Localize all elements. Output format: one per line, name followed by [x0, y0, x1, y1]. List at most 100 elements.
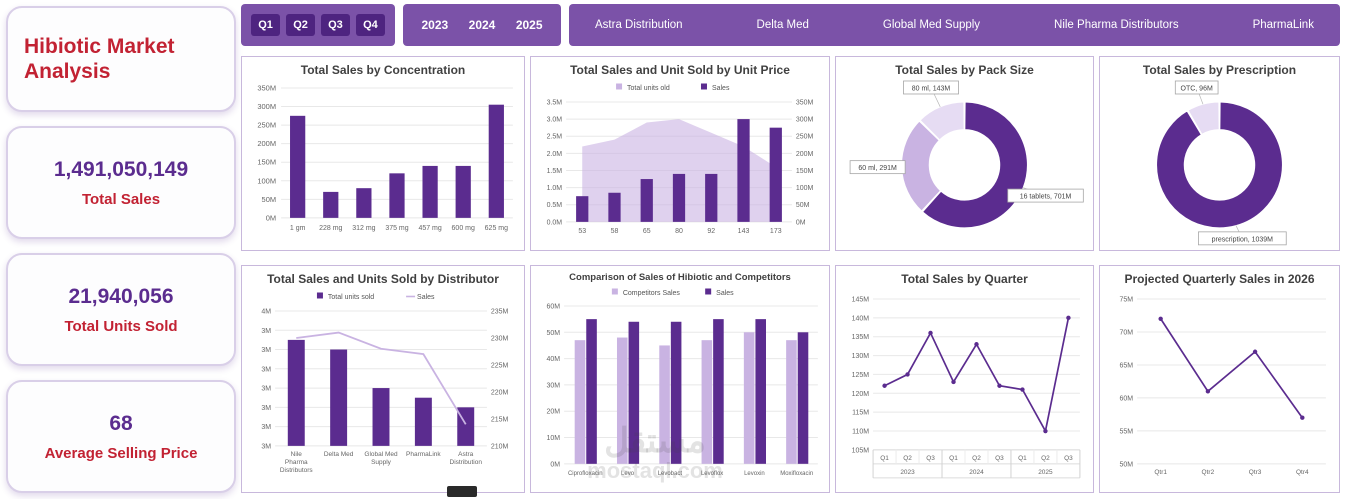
charts-grid: Total Sales by Concentration 0M 50M 100M 15… — [241, 56, 1340, 493]
svg-text:0M: 0M — [550, 462, 560, 469]
distributor-filter-delta-med[interactable]: Delta Med — [751, 18, 815, 32]
quarter-slicer: Q1 Q2 Q3 Q4 — [241, 4, 395, 46]
sales-and-units-by-unit-price-chart[interactable]: Total units old Sales 0.0M 0.5M 1.0M 1.5M 2.0M… — [534, 78, 826, 248]
svg-text:Delta Med: Delta Med — [324, 451, 354, 458]
svg-text:200M: 200M — [796, 151, 814, 158]
svg-text:2025: 2025 — [1038, 469, 1053, 476]
svg-text:Distributors: Distributors — [280, 467, 314, 474]
distributor-filter-astra-distribution[interactable]: Astra Distribution — [589, 18, 689, 32]
svg-text:prescription, 1039M: prescription, 1039M — [1212, 237, 1274, 244]
svg-text:600 mg: 600 mg — [452, 225, 475, 232]
total-units-label: Total Units Sold — [64, 317, 178, 335]
chart-body: Total units sold Sales 4M 3M 3M 3M 3M 3M 3M 3M 210… — [245, 287, 521, 490]
chart-title-sales-by-pack-size: Total Sales by Pack Size — [895, 63, 1034, 77]
svg-text:40M: 40M — [547, 356, 561, 363]
panel-sales-and-units-by-distributor: Total Sales and Units Sold by Distributo… — [241, 265, 525, 493]
svg-text:16 tablets, 701M: 16 tablets, 701M — [1020, 194, 1072, 201]
svg-text:Total units sold: Total units sold — [328, 294, 374, 301]
year-filter-2024[interactable]: 2024 — [463, 17, 502, 33]
svg-text:120M: 120M — [852, 391, 870, 398]
svg-text:53: 53 — [578, 228, 586, 235]
svg-text:1.5M: 1.5M — [547, 168, 563, 175]
svg-text:2.0M: 2.0M — [547, 151, 563, 158]
svg-text:0.5M: 0.5M — [547, 202, 563, 209]
chart-title-projected-quarterly-sales-2026: Projected Quarterly Sales in 2026 — [1124, 272, 1315, 286]
svg-text:20M: 20M — [547, 409, 561, 416]
sales-by-quarter-chart[interactable]: 105M 110M 115M 120M 125M 130M 135M 140M 145M Q1 Q2… — [839, 287, 1090, 490]
svg-text:Astra: Astra — [458, 451, 474, 458]
svg-text:225M: 225M — [491, 363, 509, 370]
svg-text:Sales: Sales — [712, 85, 730, 92]
svg-text:50M: 50M — [1119, 462, 1133, 469]
distributor-filter-global-med-supply[interactable]: Global Med Supply — [877, 18, 986, 32]
panel-projected-quarterly-sales-2026: Projected Quarterly Sales in 2026 50M 55M… — [1099, 265, 1340, 493]
chart-title-hibiotic-vs-competitors: Comparison of Sales of Hibiotic and Comp… — [569, 272, 791, 283]
svg-text:75M: 75M — [1119, 297, 1133, 304]
svg-text:58: 58 — [611, 228, 619, 235]
svg-text:250M: 250M — [796, 134, 814, 141]
svg-text:Supply: Supply — [371, 459, 392, 466]
hibiotic-vs-competitors-chart[interactable]: Competitors Sales Sales 0M 10M 20M 30M 40M 50M 6… — [534, 284, 826, 490]
svg-text:230M: 230M — [491, 336, 509, 343]
average-selling-price-value: 68 — [109, 411, 133, 435]
total-units-value: 21,940,056 — [68, 284, 174, 308]
svg-text:2.5M: 2.5M — [547, 134, 563, 141]
svg-text:Ciprofloxacin: Ciprofloxacin — [568, 471, 603, 477]
svg-text:Distribution: Distribution — [450, 459, 483, 466]
svg-text:Q1: Q1 — [1018, 455, 1027, 462]
svg-text:110M: 110M — [852, 429, 869, 436]
distributor-filter-nile-pharma-distributors[interactable]: Nile Pharma Distributors — [1048, 18, 1185, 32]
svg-text:2023: 2023 — [900, 469, 915, 476]
year-filter-2025[interactable]: 2025 — [510, 17, 549, 33]
svg-text:130M: 130M — [852, 353, 870, 360]
svg-text:Global Med: Global Med — [364, 451, 398, 458]
projected-quarterly-sales-2026-chart[interactable]: 50M 55M 60M 65M 70M 75M Qtr1 Qtr2 Qtr3 Qtr4 — [1103, 287, 1336, 490]
svg-text:350M: 350M — [796, 100, 814, 107]
svg-text:Sales: Sales — [716, 290, 734, 297]
svg-text:4M: 4M — [261, 309, 271, 316]
quarter-filter-q3[interactable]: Q3 — [321, 14, 350, 36]
chart-body: 50M 55M 60M 65M 70M 75M Qtr1 Qtr2 Qtr3 Qtr4 — [1103, 287, 1336, 490]
chart-body: prescription, 1039M OTC, 96M — [1103, 78, 1336, 248]
kpi-card-average-selling-price: 68 Average Selling Price — [6, 380, 236, 493]
svg-text:0M: 0M — [266, 214, 276, 223]
chart-body: 0M 50M 100M 150M 200M 250M 300M 350M 1 gm 228 mg 3… — [245, 78, 521, 248]
svg-text:3.0M: 3.0M — [547, 117, 563, 124]
svg-text:150M: 150M — [257, 158, 276, 167]
svg-text:80: 80 — [675, 228, 683, 235]
total-sales-label: Total Sales — [81, 190, 161, 208]
svg-text:50M: 50M — [262, 195, 277, 204]
svg-text:100M: 100M — [796, 185, 814, 192]
svg-text:3M: 3M — [261, 405, 271, 412]
sales-by-pack-size-donut[interactable]: 16 tablets, 701M 60 ml, 291M 80 ml, 143M — [839, 78, 1090, 248]
svg-text:Pharma: Pharma — [285, 459, 308, 466]
svg-text:70M: 70M — [1119, 330, 1133, 337]
svg-text:135M: 135M — [852, 334, 870, 341]
total-sales-value: 1,491,050,149 — [53, 157, 189, 181]
quarter-filter-q2[interactable]: Q2 — [286, 14, 315, 36]
svg-text:60 ml, 291M: 60 ml, 291M — [858, 165, 897, 172]
quarter-filter-q1[interactable]: Q1 — [251, 14, 280, 36]
svg-text:80 ml, 143M: 80 ml, 143M — [912, 86, 951, 93]
distributor-filter-pharmalink[interactable]: PharmaLink — [1247, 18, 1320, 32]
chart-body: Total units old Sales 0.0M 0.5M 1.0M 1.5M 2.0M… — [534, 78, 826, 248]
panel-sales-by-pack-size: Total Sales by Pack Size 16 tablets, 701… — [835, 56, 1094, 251]
sales-and-units-by-distributor-chart[interactable]: Total units sold Sales 4M 3M 3M 3M 3M 3M 3M 3M 210… — [245, 287, 521, 490]
sales-by-prescription-donut[interactable]: prescription, 1039M OTC, 96M — [1103, 78, 1336, 248]
quarter-filter-q4[interactable]: Q4 — [356, 14, 385, 36]
panel-sales-by-prescription: Total Sales by Prescription prescription… — [1099, 56, 1340, 251]
svg-text:PharmaLink: PharmaLink — [406, 451, 441, 458]
svg-text:Levo: Levo — [621, 471, 635, 477]
svg-text:300M: 300M — [257, 102, 276, 111]
svg-text:115M: 115M — [852, 410, 869, 417]
svg-text:Q2: Q2 — [972, 455, 981, 462]
chart-body: 16 tablets, 701M 60 ml, 291M 80 ml, 143M — [839, 78, 1090, 248]
svg-text:143: 143 — [738, 228, 750, 235]
svg-text:250M: 250M — [257, 121, 276, 130]
svg-text:228 mg: 228 mg — [319, 225, 342, 232]
svg-text:220M: 220M — [491, 390, 509, 397]
year-filter-2023[interactable]: 2023 — [415, 17, 454, 33]
sales-by-concentration-chart[interactable]: 0M 50M 100M 150M 200M 250M 300M 350M 1 gm 228 mg 3… — [245, 78, 521, 248]
svg-text:Q1: Q1 — [949, 455, 958, 462]
svg-text:375 mg: 375 mg — [385, 225, 408, 232]
